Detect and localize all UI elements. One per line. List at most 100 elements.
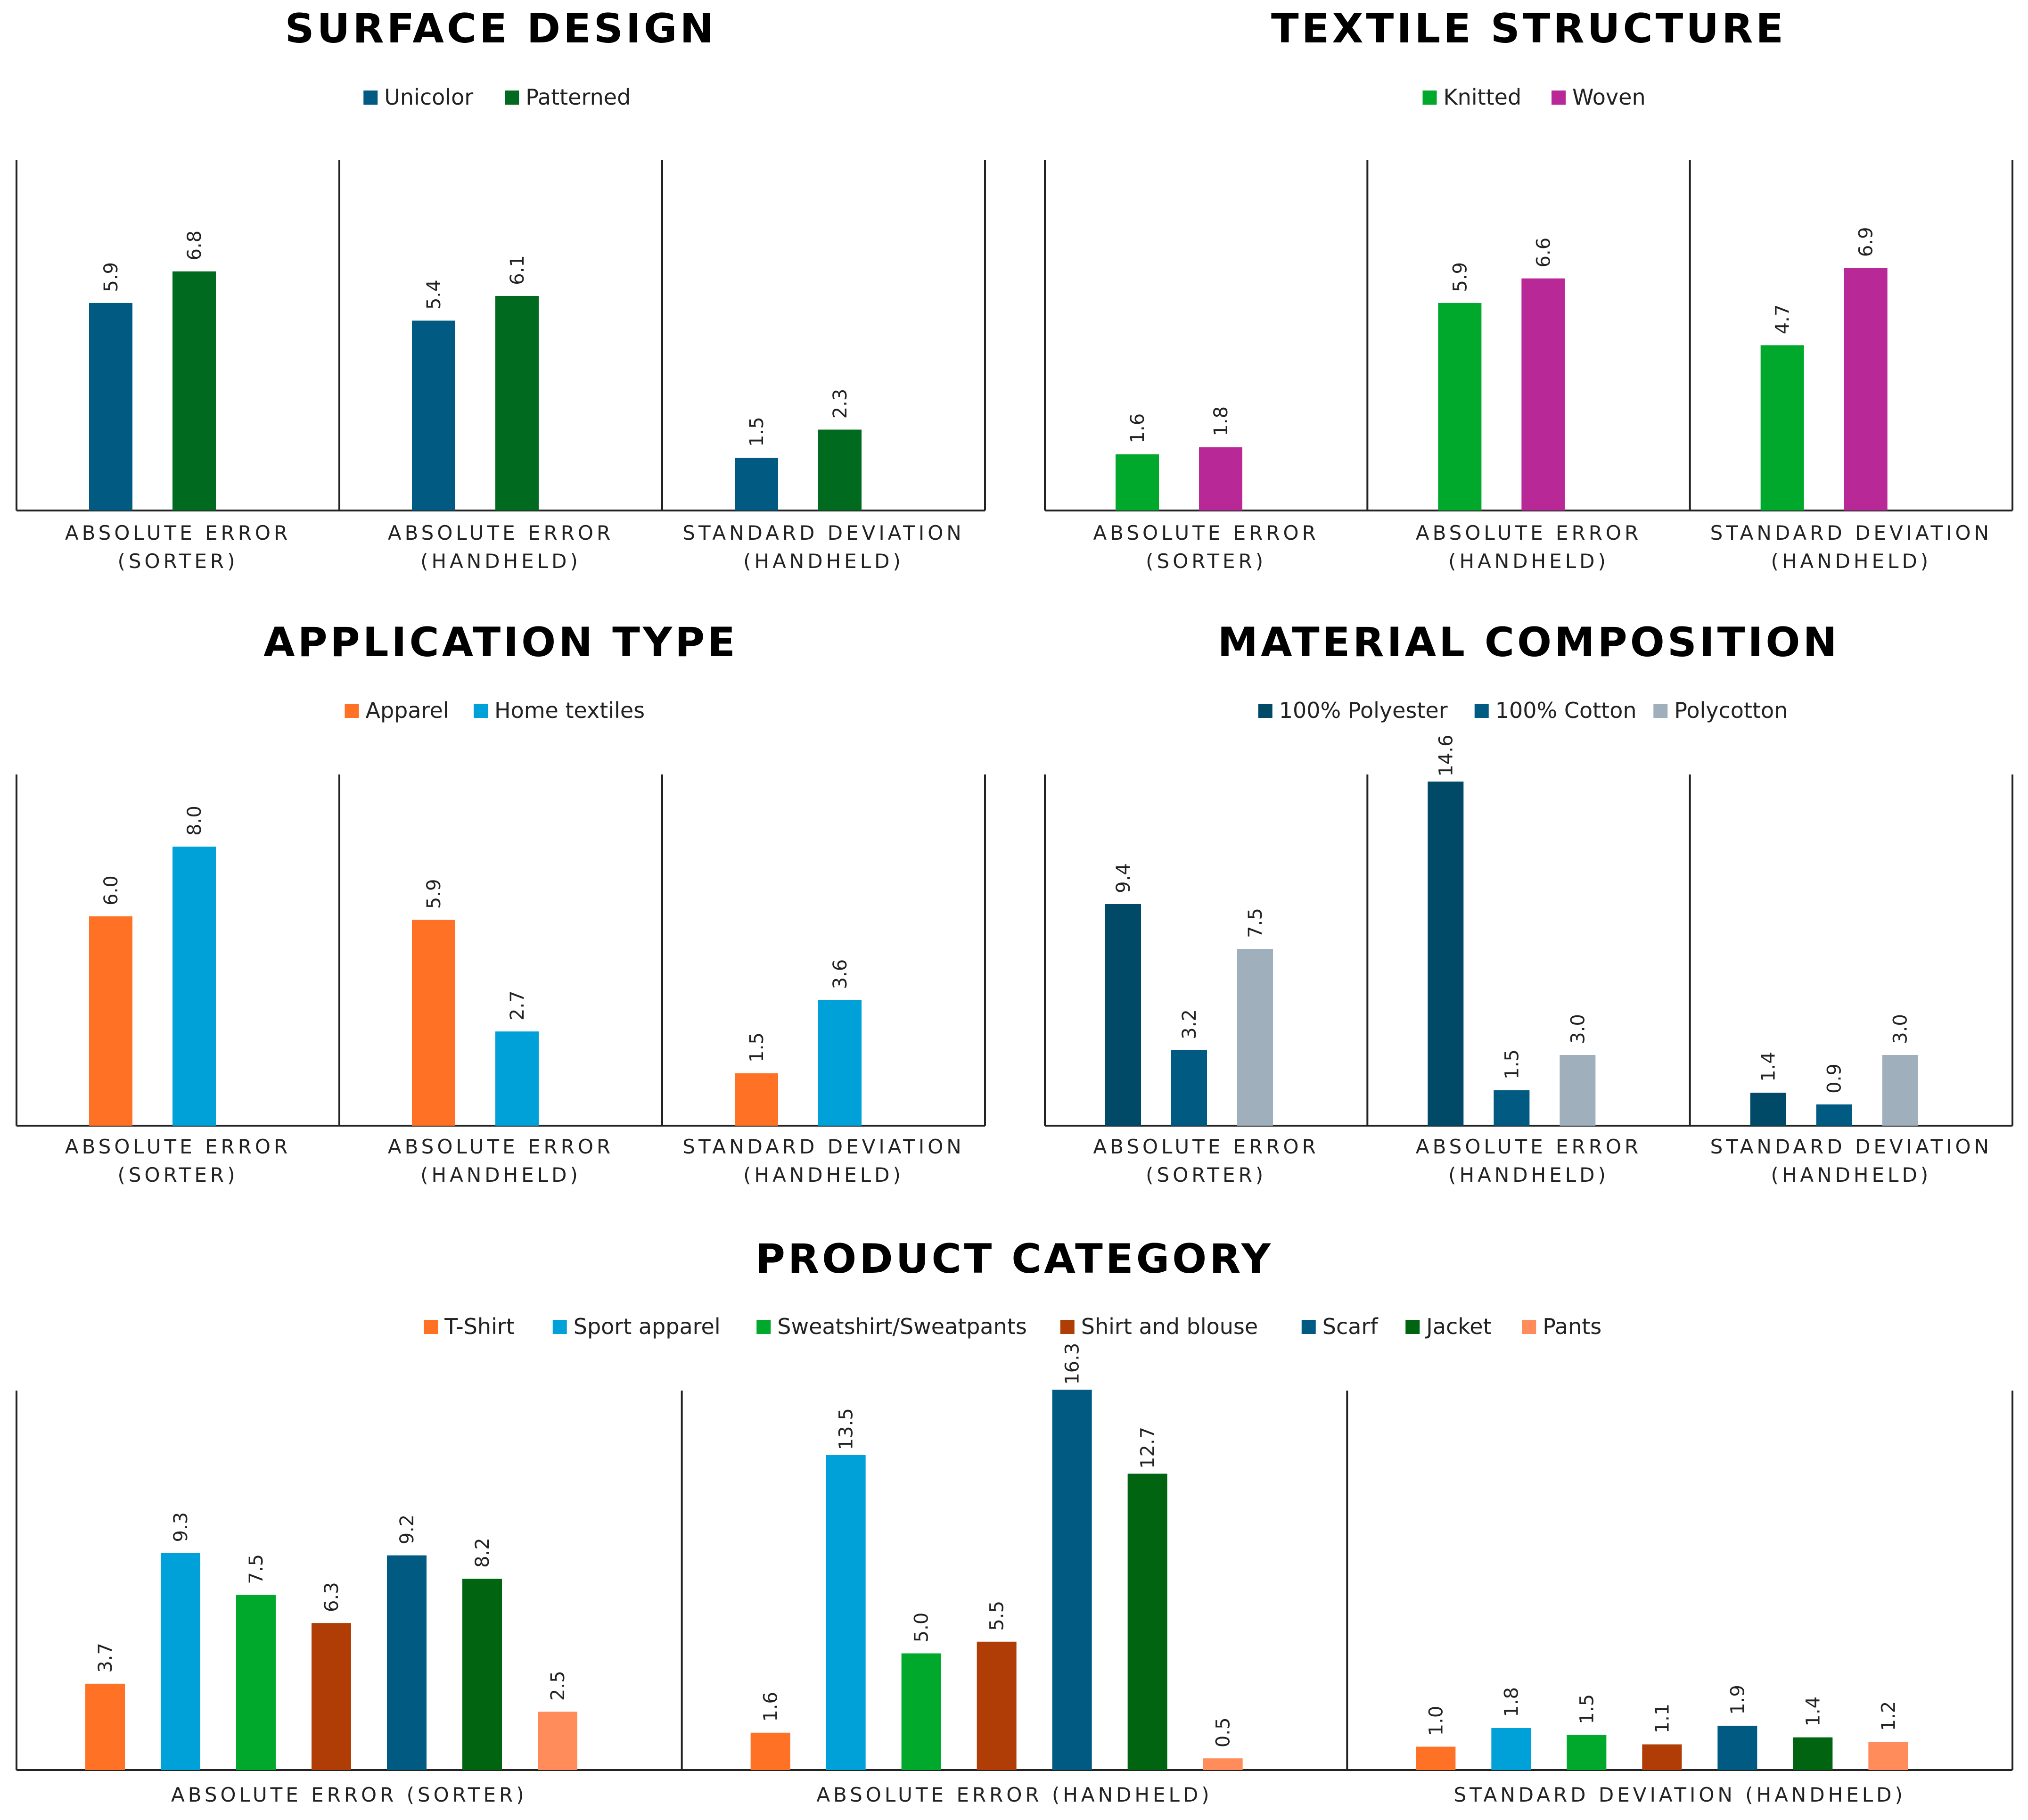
data-label: 3.7 — [95, 1643, 116, 1673]
legend-label: Woven — [1572, 84, 1646, 110]
bar — [1237, 949, 1273, 1126]
bar — [412, 920, 455, 1126]
bar — [1750, 1093, 1786, 1126]
data-label: 1.5 — [746, 417, 768, 447]
bar — [172, 847, 216, 1126]
bar — [1203, 1758, 1243, 1770]
legend-swatch — [363, 91, 378, 105]
category-label: (HANDHELD) — [420, 1163, 581, 1186]
legend-label: 100% Cotton — [1495, 698, 1637, 723]
legend-swatch — [1405, 1320, 1420, 1334]
category-label: (HANDHELD) — [1771, 1163, 1931, 1186]
data-label: 6.8 — [184, 231, 205, 261]
bar — [1760, 345, 1804, 511]
bar — [1105, 904, 1141, 1126]
data-label: 7.5 — [1245, 908, 1266, 938]
data-label: 6.3 — [321, 1582, 343, 1612]
bar — [1127, 1474, 1167, 1770]
chart-panel: MATERIAL COMPOSITION 100% Polyester 100% C… — [1044, 619, 2013, 1186]
data-label: 1.1 — [1651, 1704, 1673, 1734]
data-label: 2.7 — [507, 990, 528, 1021]
legend-label: Scarf — [1322, 1314, 1379, 1339]
category-label: ABSOLUTE ERROR — [388, 521, 614, 544]
data-label: 1.5 — [1501, 1049, 1523, 1079]
legend: Apparel Home textiles — [345, 698, 645, 723]
chart-panel: TEXTILE STRUCTURE Knitted Woven 1.6 1.8 ABSOL… — [1044, 5, 2013, 573]
data-label: 1.2 — [1878, 1701, 1899, 1731]
legend-label: 100% Polyester — [1279, 698, 1448, 723]
data-label: 1.8 — [1501, 1687, 1522, 1717]
bar — [735, 458, 778, 511]
legend-label: Polycotton — [1674, 698, 1788, 723]
category-label: (HANDHELD) — [1448, 1163, 1609, 1186]
data-label: 5.9 — [1449, 262, 1471, 292]
category-label: ABSOLUTE ERROR — [1416, 1135, 1642, 1158]
data-label: 1.0 — [1425, 1706, 1447, 1736]
legend-label: Patterned — [525, 84, 631, 110]
bar — [1052, 1390, 1092, 1770]
chart-title: PRODUCT CATEGORY — [755, 1235, 1273, 1283]
bar — [750, 1732, 790, 1770]
legend-label: Apparel — [366, 698, 449, 723]
bar — [1416, 1746, 1456, 1770]
data-label: 2.5 — [547, 1671, 569, 1701]
legend: T-Shirt Sport apparel Sweatshirt/Sweatpant… — [424, 1314, 1601, 1339]
bar — [1171, 1050, 1207, 1126]
bar — [387, 1555, 427, 1770]
bar — [495, 1031, 539, 1126]
category-label: ABSOLUTE ERROR (SORTER) — [171, 1783, 527, 1806]
bar — [1428, 782, 1464, 1126]
category-label: ABSOLUTE ERROR (HANDHELD) — [816, 1783, 1212, 1806]
data-label: 0.5 — [1213, 1717, 1234, 1747]
legend-label: Sweatshirt/Sweatpants — [777, 1314, 1027, 1339]
data-label: 5.4 — [423, 280, 445, 310]
legend-swatch — [345, 704, 359, 718]
legend: Unicolor Patterned — [363, 84, 631, 110]
legend-swatch — [552, 1320, 567, 1334]
bar — [538, 1712, 577, 1770]
bar — [1438, 303, 1482, 511]
data-label: 3.2 — [1179, 1009, 1200, 1039]
legend-label: T-Shirt — [444, 1314, 515, 1339]
bar — [826, 1455, 866, 1770]
data-label: 1.5 — [746, 1032, 768, 1062]
data-label: 3.6 — [829, 959, 851, 989]
data-label: 8.0 — [184, 806, 205, 836]
bar — [161, 1553, 200, 1770]
bar — [312, 1623, 351, 1770]
category-label: (HANDHELD) — [420, 550, 581, 573]
legend-swatch — [1474, 704, 1489, 718]
data-label: 1.5 — [1576, 1694, 1598, 1724]
bar — [412, 321, 455, 511]
bar — [1199, 447, 1242, 511]
bar — [818, 1000, 862, 1126]
data-label: 6.9 — [1856, 227, 1877, 257]
category-label: STANDARD DEVIATION — [1710, 521, 1992, 544]
bar — [172, 271, 216, 511]
data-label: 9.4 — [1113, 863, 1134, 893]
category-label: (HANDHELD) — [743, 550, 904, 573]
legend-swatch — [474, 704, 488, 718]
bar — [462, 1579, 502, 1770]
data-label: 3.0 — [1567, 1014, 1589, 1044]
data-label: 1.4 — [1802, 1696, 1824, 1727]
data-label: 13.5 — [836, 1408, 857, 1450]
category-label: ABSOLUTE ERROR — [65, 521, 291, 544]
bar — [85, 1683, 125, 1770]
bar — [1560, 1055, 1596, 1126]
legend-label: Pants — [1543, 1314, 1601, 1339]
bar — [89, 303, 132, 511]
legend-swatch — [1653, 704, 1668, 718]
chart-title: APPLICATION TYPE — [263, 619, 738, 666]
bar — [1816, 1104, 1852, 1126]
chart-title: MATERIAL COMPOSITION — [1217, 619, 1839, 666]
category-label: (HANDHELD) — [1771, 550, 1931, 573]
category-label: STANDARD DEVIATION — [682, 521, 964, 544]
bar — [818, 429, 862, 511]
category-label: ABSOLUTE ERROR — [1093, 1135, 1319, 1158]
data-label: 14.6 — [1435, 734, 1457, 776]
legend-swatch — [1258, 704, 1273, 718]
legend-label: Sport apparel — [574, 1314, 721, 1339]
bar — [236, 1595, 276, 1770]
